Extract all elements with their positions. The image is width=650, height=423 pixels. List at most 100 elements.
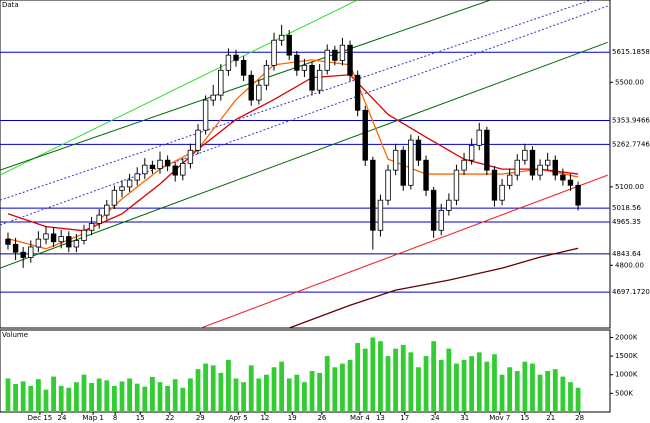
- x-tick-label: 8: [113, 414, 117, 422]
- volume-bar: [20, 381, 26, 412]
- candle-body: [157, 159, 163, 169]
- candle-body: [491, 169, 498, 201]
- volume-bar: [172, 379, 178, 412]
- x-tick-label: Apr 5: [229, 414, 248, 422]
- volume-bar: [362, 348, 368, 412]
- volume-bar: [43, 389, 49, 412]
- candle-body: [248, 74, 254, 101]
- candle-body: [12, 243, 19, 253]
- volume-bar: [180, 387, 186, 412]
- volume-bar: [309, 371, 315, 412]
- x-tick-label: 19: [288, 414, 297, 422]
- trend-line: [0, 41, 608, 269]
- candle-body: [324, 49, 330, 71]
- candle-body: [461, 159, 467, 171]
- volume-bar: [218, 372, 224, 412]
- volume-bar: [347, 359, 353, 412]
- candle-body: [58, 236, 64, 243]
- level-label: 5353.9466: [612, 116, 650, 124]
- volume-bar: [492, 354, 497, 412]
- average-line: [7, 74, 579, 232]
- price-panel: [0, 0, 611, 329]
- candle-body: [271, 39, 277, 66]
- volume-bar: [446, 348, 452, 412]
- average-line: [288, 247, 579, 328]
- candle-body: [385, 169, 391, 201]
- candle-body: [370, 159, 376, 231]
- candle-body: [172, 165, 178, 176]
- volume-bar: [195, 369, 201, 412]
- x-tick-label: 24: [57, 414, 66, 422]
- volume-bar: [35, 379, 41, 412]
- candle-body: [111, 189, 118, 206]
- candle-body: [537, 164, 543, 176]
- volume-bar: [13, 384, 18, 412]
- candle-body: [20, 251, 26, 258]
- volume-bar: [233, 378, 239, 412]
- candle-body: [453, 169, 460, 201]
- candle-body: [362, 109, 368, 161]
- volume-bar: [256, 378, 262, 412]
- volume-bar: [165, 385, 171, 412]
- average-line: [7, 59, 579, 250]
- candle-body: [164, 159, 171, 167]
- x-tick-label: Mov 7: [489, 414, 510, 422]
- volume-bar: [127, 378, 133, 412]
- volume-bar: [119, 381, 125, 412]
- volume-bar: [66, 387, 72, 412]
- volume-bar: [378, 341, 383, 412]
- level-label: 5262.7746: [612, 140, 650, 148]
- candle-body: [446, 199, 452, 211]
- candle-body: [5, 238, 11, 245]
- candle-body: [484, 129, 490, 171]
- volume-bar: [408, 352, 414, 412]
- volume-bar: [560, 376, 566, 412]
- volume-bar: [416, 367, 421, 412]
- trend-line: [0, 4, 610, 226]
- x-tick-label: 12: [260, 414, 269, 422]
- x-tick-label: 21: [546, 414, 555, 422]
- candle-body: [575, 184, 581, 206]
- candle-body: [88, 223, 95, 231]
- x-tick-label: 17: [400, 414, 409, 422]
- candle-body: [316, 69, 323, 91]
- volume-bar: [248, 365, 254, 412]
- candle-body: [400, 149, 406, 186]
- volume-bar: [332, 367, 338, 412]
- candle-body: [392, 149, 399, 171]
- candle-body: [544, 159, 551, 166]
- candle-body: [499, 184, 505, 201]
- candle-body: [43, 233, 49, 240]
- candle-body: [96, 214, 102, 224]
- x-tick-label: Dec 15: [28, 414, 53, 422]
- volume-bar: [264, 374, 269, 412]
- candle-body: [119, 186, 125, 191]
- candle-body: [210, 94, 216, 101]
- volume-bar: [476, 352, 482, 412]
- y-tick-label: 1000K: [615, 371, 638, 379]
- volume-bar: [226, 359, 231, 412]
- candle-body: [134, 173, 140, 181]
- candle-body: [552, 159, 558, 176]
- x-tick-label: 31: [460, 414, 469, 422]
- candle-body: [529, 149, 536, 176]
- candle-body: [104, 204, 110, 216]
- volume-bar: [58, 385, 64, 412]
- candle-body: [294, 54, 300, 71]
- volume-bar: [484, 361, 490, 412]
- volume-bar: [423, 356, 429, 412]
- candle-body: [354, 74, 361, 111]
- candle-body: [35, 238, 42, 248]
- candle-body: [240, 59, 247, 76]
- candle-body: [522, 149, 528, 161]
- candle-body: [332, 49, 338, 61]
- candle-body: [256, 84, 262, 101]
- x-tick-label: 24: [431, 414, 440, 422]
- level-label: 5615.1858: [612, 48, 650, 56]
- candle-body: [202, 99, 209, 131]
- x-tick-label: Mar 4: [350, 414, 370, 422]
- volume-bar: [522, 361, 528, 412]
- candle-body: [233, 54, 239, 61]
- volume-bar: [241, 382, 247, 412]
- x-tick-label: 26: [317, 414, 326, 422]
